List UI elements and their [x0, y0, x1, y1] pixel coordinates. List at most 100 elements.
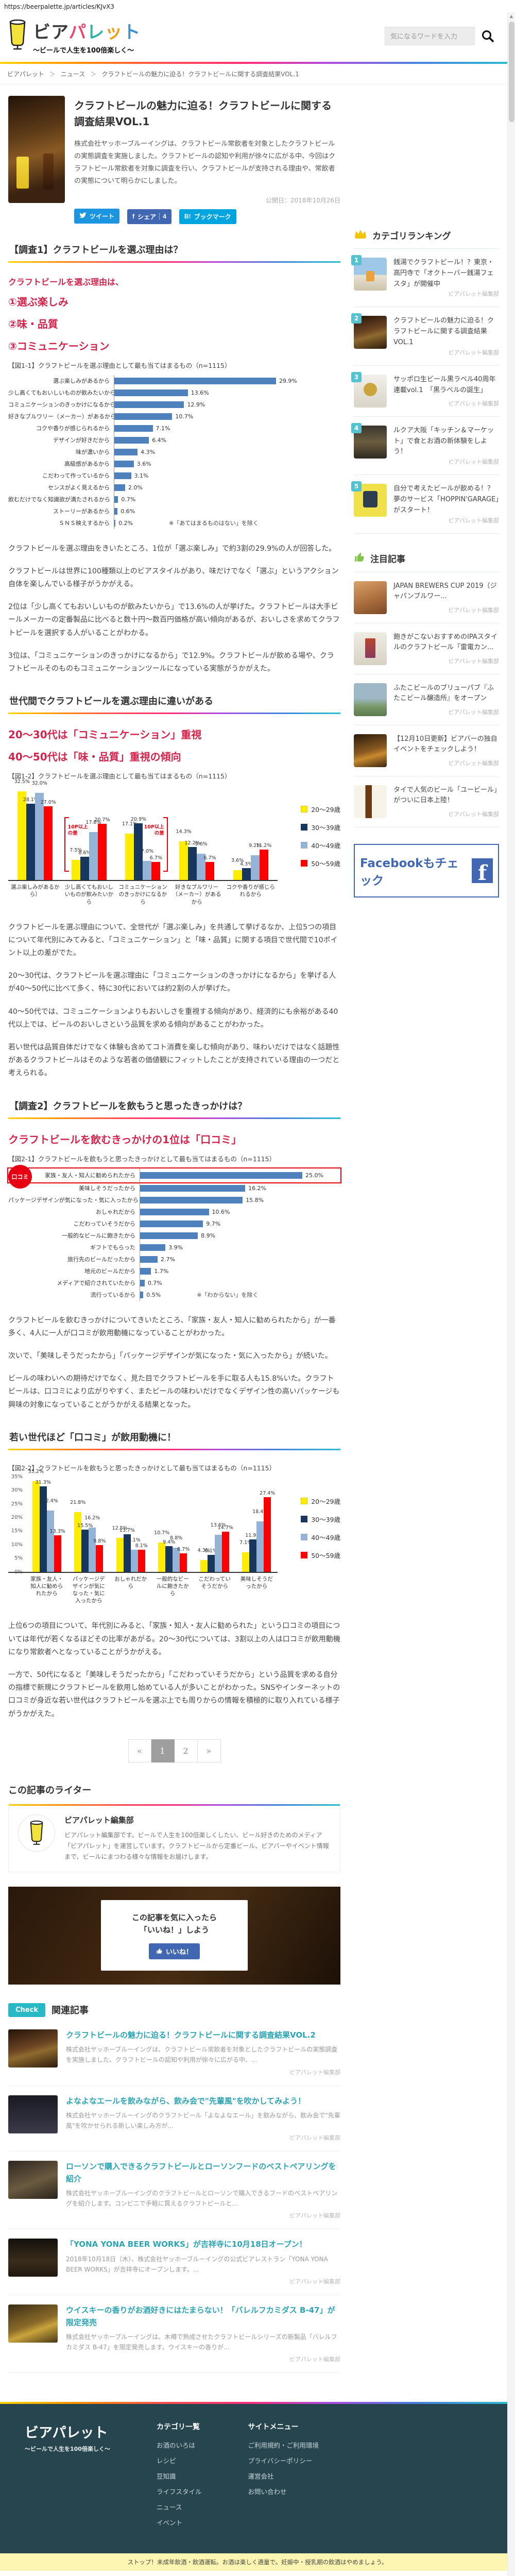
bar-value: 4.3% — [240, 861, 253, 868]
legend-swatch — [301, 1515, 308, 1522]
item-author: ビアパレット編集部 — [448, 606, 499, 614]
scrollbar[interactable]: ▲ — [507, 12, 515, 2576]
hatena-bookmark-button[interactable]: B! ブックマーク — [179, 209, 236, 224]
bar-row: デザインが好きだから 6.4% — [8, 434, 340, 446]
item-title: タイで人気のビール「ユービール」がついに日本上陸！ — [393, 786, 497, 805]
chart-title: 【図1-1】クラフトビールを選ぶ理由として最も当てはまるもの（n=1115） — [8, 361, 231, 369]
list-item[interactable]: JAPAN BREWERS CUP 2019（ジャパンブルワー... ビアパレット… — [354, 572, 499, 623]
y-axis-tick: 30% — [11, 1487, 23, 1494]
bar-value: 12.5% — [112, 1525, 128, 1531]
bar-value: 9.4% — [163, 1539, 176, 1546]
bar: 28.1% — [23, 797, 39, 880]
bar: 7.1% — [239, 1540, 252, 1572]
bar-value: 27.0% — [40, 800, 56, 806]
survey1b-paragraphs: クラフトビールを選ぶ理由について、全世代が「選ぶ楽しみ」を共通して挙げるなか、上… — [8, 921, 340, 1080]
paragraph: 3位は、「コミュニケーションのきっかけになるから」で12.9%。クラフトビールが… — [8, 651, 334, 673]
pagination-page[interactable]: 1 — [151, 1739, 175, 1762]
list-item[interactable]: 2 クラフトビールの魅力に迫る！クラフトビールに関する調査結果VOL.1 ビアパレッ… — [351, 307, 499, 366]
list-item[interactable]: ふたこビールのブリューパブ『ふたこビール醸造所』をオープン ビアパレット編集部 — [354, 674, 499, 725]
bar-value: 13.3% — [49, 1529, 65, 1535]
breadcrumb-item[interactable]: ニュース — [60, 71, 85, 78]
bar: 14.3% — [176, 829, 192, 880]
article-lead: 株式会社ヤッホーブルーイングは、クラフトビール常飲者を対象としたクラフトビールの… — [74, 140, 336, 185]
related-article[interactable]: 「YONA YONA BEER WORKS」が吉祥寺に10月18日オープン！ 20… — [8, 2229, 340, 2296]
bar-label: ＳＮＳ映えするから — [59, 520, 110, 527]
search-input[interactable] — [385, 27, 475, 45]
chart-figure-1-2: 【図1-2】クラフトビールを選ぶ理由として最も当てはまるもの（n=1115） 32… — [8, 771, 340, 906]
related-article-title[interactable]: よなよなエールを飲みながら、飲み会で"先輩風"を吹かしてみよう！ — [66, 2096, 306, 2106]
related-article-author: ビアパレット編集部 — [289, 2134, 340, 2142]
item-title: ふたこビールのブリューパブ『ふたこビール醸造所』をオープン — [393, 684, 494, 703]
footer-sitemenu-link[interactable]: プライバシーポリシー — [248, 2457, 313, 2465]
paragraph: 20～30代は、クラフトビールを選ぶ理由に「コミュニケーションのきっかけになるか… — [8, 972, 336, 993]
footer-sitemenu-link[interactable]: お問い合わせ — [248, 2488, 287, 2496]
footer-category-link[interactable]: レシピ — [156, 2457, 176, 2465]
footer-category-link[interactable]: イベント — [156, 2519, 182, 2527]
footer-logo[interactable]: ビアパレット — [25, 2425, 108, 2442]
related-article[interactable]: クラフトビールの魅力に迫る！クラフトビールに関する調査結果VOL.2 株式会社ヤッ… — [8, 2020, 340, 2086]
facebook-share-button[interactable]: f シェア 4 — [127, 209, 171, 224]
bar-value: 15.5% — [77, 1522, 93, 1529]
list-item[interactable]: 【12月10日更新】ビアバーの独自イベントをチェックしよう！ ビアパレット編集部 — [354, 725, 499, 776]
bar-value: 15.8% — [246, 1196, 264, 1204]
scrollbar-thumb[interactable] — [509, 22, 514, 122]
footer-category-link[interactable]: お酒のいろは — [156, 2442, 195, 2450]
thumbnail — [354, 581, 387, 614]
bar-row: こだわって作っているから 3.1% — [8, 469, 340, 482]
list-item[interactable]: 3 サッポロ生ビール黒ラベル40周年連載vol.1 「黒ラベルの誕生」 ビアパレット… — [351, 366, 499, 417]
list-item[interactable]: 4 ルクア大阪「キッチン＆マーケット」で食とお酒の新体験をしよう！ ビアパレット編集… — [351, 417, 499, 476]
list-item[interactable]: タイで人気のビール「ユービール」がついに日本上陸！ ビアパレット編集部 — [354, 776, 499, 827]
thumbnail-image — [354, 683, 387, 716]
tweet-button[interactable]: ツイート — [74, 209, 120, 224]
bar — [114, 519, 116, 527]
ranking-list: 1 銭湯でクラフトビール！？東京・高円寺で「オクトーバー銭湯フェスタ」が開催中 ビア… — [351, 249, 499, 534]
pagination-next[interactable]: » — [197, 1739, 221, 1762]
legend-item: 50～59歳 — [301, 858, 340, 868]
bar — [114, 496, 118, 503]
footer-category-link[interactable]: 豆知識 — [156, 2472, 176, 2481]
category-label: こだわっていそうだから — [198, 1575, 231, 1589]
list-item[interactable]: 5 自分で考えたビールが飲める！？夢のサービス「HOPPIN'GARAGE」がスタ… — [351, 475, 499, 534]
list-item[interactable]: 飽きがこないおすすめのIPAスタイルのクラフトビール「雷電カン... ビアパレット… — [354, 623, 499, 674]
chart-title: 【図2-2】クラフトビールを飲もうと思ったきっかけとして最も当てはまるもの（n=… — [8, 1464, 276, 1472]
bar — [114, 507, 118, 515]
bar-value: 14.7% — [217, 1525, 233, 1531]
bar-label: 味が濃いから — [76, 449, 110, 456]
related-article-title[interactable]: 「YONA YONA BEER WORKS」が吉祥寺に10月18日オープン！ — [66, 2240, 307, 2249]
bar-value: 1.7% — [154, 1267, 169, 1275]
site-logo[interactable]: ビアパレット ～ビールで人生を100倍楽しく～ — [6, 18, 141, 55]
related-article[interactable]: よなよなエールを飲みながら、飲み会で"先輩風"を吹かしてみよう！ 株式会社ヤッホー… — [8, 2086, 340, 2152]
bar: 20.9% — [131, 817, 146, 880]
item-title: サッポロ生ビール黒ラベル40周年連載vol.1 「黒ラベルの誕生」 — [393, 375, 496, 394]
scroll-up-arrow[interactable]: ▲ — [509, 14, 513, 19]
footer-sitemenu-link[interactable]: 運営会社 — [248, 2472, 274, 2481]
legend-item: 30～39歳 — [301, 822, 340, 832]
list-item[interactable]: 1 銭湯でクラフトビール！？東京・高円寺で「オクトーバー銭湯フェスタ」が開催中 ビア… — [351, 249, 499, 308]
pagination-page[interactable]: 2 — [174, 1739, 198, 1762]
related-article-title[interactable]: ローソンで購入できるクラフトビールとローソンフードのベストペアリングを紹介 — [66, 2162, 336, 2183]
pagination-prev[interactable]: « — [128, 1739, 151, 1762]
chart-figure-2-2: 【図2-2】クラフトビールを飲もうと思ったきっかけとして最も当てはまるもの（n=… — [8, 1463, 340, 1605]
section-heading-kuchikomi: 若い世代ほど「口コミ」が飲用動機に！ — [8, 1430, 340, 1450]
legend-item: 40～49歳 — [301, 1532, 340, 1542]
facebook-banner[interactable]: Facebookもチェック f — [354, 843, 499, 897]
related-article-author: ビアパレット編集部 — [289, 2212, 340, 2219]
search-button[interactable] — [481, 29, 494, 43]
related-article[interactable]: ウイスキーの香りがお酒好きにはたまらない！「バレルフカミダス B-47」が限定発… — [8, 2295, 340, 2374]
footer-sitemenu-link[interactable]: ご利用規約・ご利用環境 — [248, 2442, 319, 2450]
bar: 8.6% — [78, 850, 91, 880]
footer-category-link[interactable]: ニュース — [156, 2503, 182, 2512]
item-author: ビアパレット編集部 — [448, 349, 499, 356]
breadcrumb: ビアパレット ＞ ニュース ＞ クラフトビールの魅力に迫る！クラフトビールに関する調査結… — [0, 64, 515, 84]
legend-label: 50～59歳 — [311, 860, 340, 868]
facebook-like-button[interactable]: いいね！ — [148, 1943, 200, 1960]
paragraph: 若い世代は品質自体だけでなく体験も含めてコト消費を楽しむ傾向があり、味わいだけで… — [8, 1043, 340, 1078]
related-article-title[interactable]: ウイスキーの香りがお酒好きにはたまらない！「バレルフカミダス B-47」が限定発… — [66, 2306, 335, 2327]
related-article-title[interactable]: クラフトビールの魅力に迫る！クラフトビールに関する調査結果VOL.2 — [66, 2030, 316, 2040]
related-article[interactable]: ローソンで購入できるクラフトビールとローソンフードのベストペアリングを紹介 株式会… — [8, 2151, 340, 2230]
footer-category-link[interactable]: ライフスタイル — [156, 2488, 202, 2496]
breadcrumb-item[interactable]: ビアパレット — [7, 71, 44, 78]
bar: 27.4% — [260, 1490, 275, 1572]
writer-name[interactable]: ビアパレット編集部 — [64, 1815, 134, 1825]
item-title: クラフトビールの魅力に迫る！クラフトビールに関する調査結果VOL.1 — [393, 317, 494, 346]
